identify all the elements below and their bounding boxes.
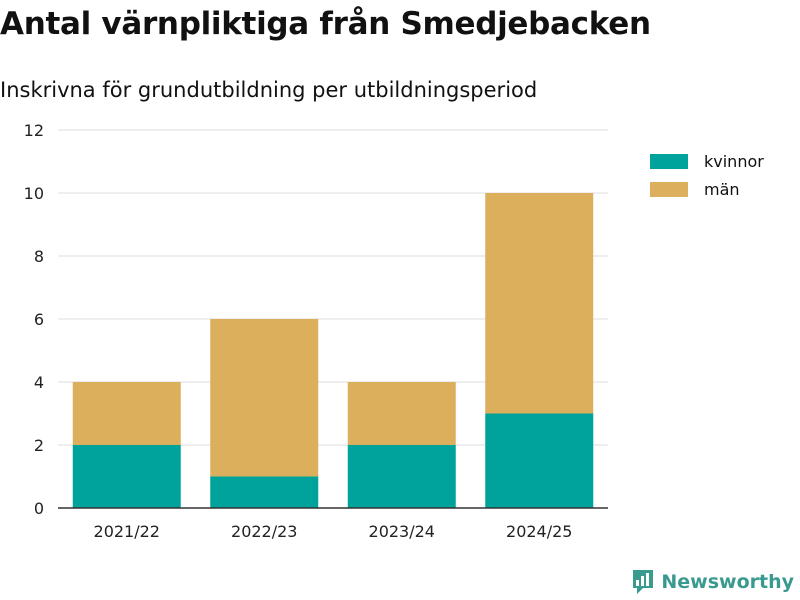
bar-man	[210, 319, 319, 477]
bar-man	[347, 382, 456, 445]
legend: kvinnor män	[650, 147, 764, 203]
brand-name: Newsworthy	[661, 571, 794, 593]
y-tick-label: 0	[34, 499, 44, 518]
x-tick-label: 2021/22	[94, 522, 160, 541]
y-tick-label: 8	[34, 247, 44, 266]
bar-kvinnor	[485, 413, 594, 508]
bar-kvinnor	[72, 445, 181, 508]
legend-item-kvinnor: kvinnor	[650, 147, 764, 175]
bar-man	[485, 193, 594, 414]
legend-item-man: män	[650, 175, 764, 203]
chart-subtitle: Inskrivna för grundutbildning per utbild…	[0, 78, 538, 102]
legend-label-kvinnor: kvinnor	[704, 151, 764, 171]
bar-kvinnor	[347, 445, 456, 508]
y-tick-label: 6	[34, 310, 44, 329]
y-tick-label: 2	[34, 436, 44, 455]
x-tick-label: 2022/23	[231, 522, 297, 541]
bar-man	[72, 382, 181, 445]
newsworthy-logo: Newsworthy	[631, 568, 794, 596]
x-axis-ticks: 2021/22 2022/23 2023/24 2024/25	[94, 522, 573, 541]
y-axis-ticks: 0 2 4 6 8 10 12	[24, 121, 44, 518]
newsworthy-logo-icon	[633, 570, 654, 594]
bars	[72, 193, 594, 508]
y-tick-label: 12	[24, 121, 44, 140]
legend-swatch-man	[650, 181, 688, 197]
x-tick-label: 2024/25	[506, 522, 572, 541]
y-tick-label: 4	[34, 373, 44, 392]
x-tick-label: 2023/24	[369, 522, 435, 541]
bar-kvinnor	[210, 476, 319, 508]
chart-title: Antal värnpliktiga från Smedjebacken	[0, 6, 651, 42]
y-tick-label: 10	[24, 184, 44, 203]
legend-label-man: män	[704, 179, 740, 199]
legend-swatch-kvinnor	[650, 153, 688, 169]
